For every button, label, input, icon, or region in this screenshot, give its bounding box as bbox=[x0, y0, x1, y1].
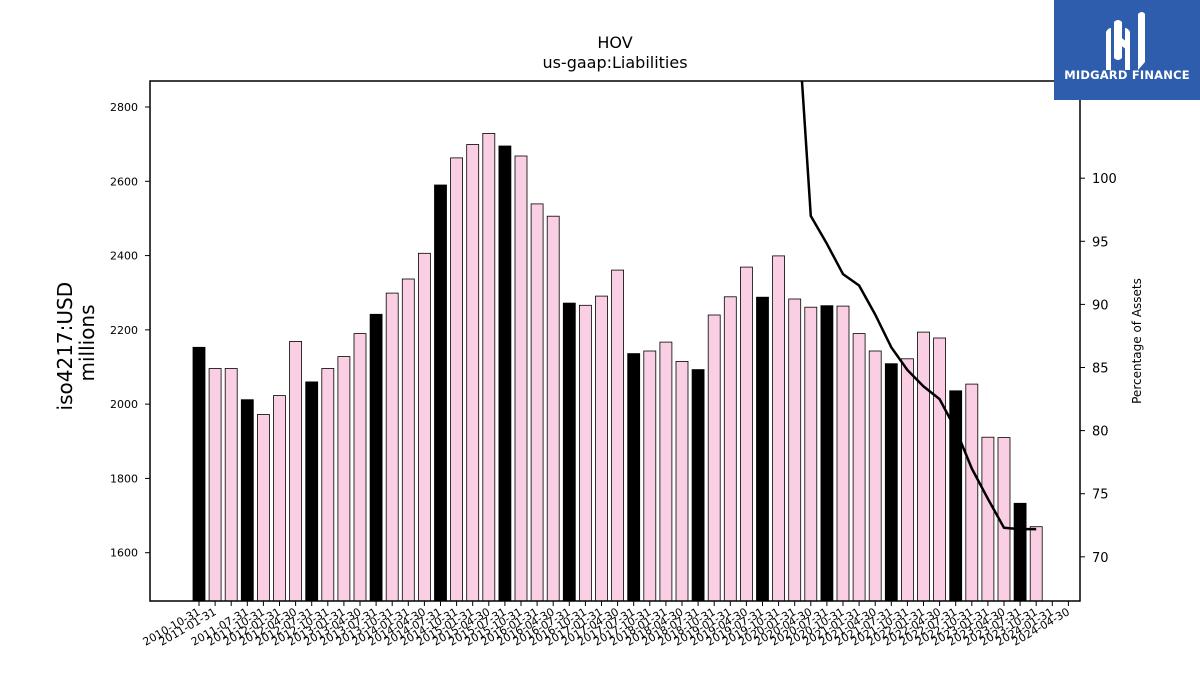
bar bbox=[498, 145, 512, 602]
bar bbox=[627, 353, 641, 602]
y-right-tick-label: 75 bbox=[1092, 488, 1109, 503]
bar bbox=[756, 296, 769, 602]
x-axis: 2010-10-312011-01-312011-07-312011-10-31… bbox=[141, 601, 1072, 649]
y-axis-left: 1600 1800 2000 2200 2400 2600 2800 bbox=[110, 101, 150, 560]
bar bbox=[192, 346, 206, 602]
y-right-tick-label: 90 bbox=[1092, 298, 1109, 313]
y-right-tick-label: 95 bbox=[1092, 235, 1109, 250]
y-axis-right-label: Percentage of Assets bbox=[1130, 278, 1144, 404]
bar bbox=[707, 314, 721, 602]
bar bbox=[965, 383, 979, 602]
chart-subtitle: us-gaap:Liabilities bbox=[542, 53, 687, 72]
bar bbox=[417, 252, 431, 602]
bar bbox=[901, 358, 914, 602]
bar bbox=[723, 296, 737, 602]
bar bbox=[434, 184, 447, 602]
y-left-tick-label: 1600 bbox=[110, 547, 138, 560]
bar bbox=[208, 368, 222, 602]
bar bbox=[868, 350, 882, 602]
logo-text: MIDGARD FINANCE bbox=[1064, 68, 1190, 82]
bar bbox=[289, 340, 303, 602]
bar bbox=[675, 360, 689, 602]
bar bbox=[562, 302, 576, 602]
bar bbox=[933, 337, 946, 602]
y-left-tick-label: 2800 bbox=[110, 101, 138, 114]
bar bbox=[450, 157, 464, 602]
y-left-tick-label: 2400 bbox=[110, 250, 138, 263]
y-left-tick-label: 2600 bbox=[110, 175, 138, 188]
y-left-tick-label: 2000 bbox=[110, 398, 138, 411]
y-right-tick-label: 85 bbox=[1092, 362, 1109, 377]
bar bbox=[514, 155, 528, 602]
bar bbox=[772, 255, 785, 602]
plot-area bbox=[149, 80, 1081, 602]
bar bbox=[917, 331, 930, 602]
bar bbox=[482, 132, 496, 602]
bar bbox=[530, 203, 544, 602]
bar bbox=[385, 292, 399, 602]
bar bbox=[579, 304, 592, 602]
chart-title: HOV bbox=[597, 33, 632, 52]
y-left-tick-label: 2200 bbox=[110, 324, 138, 337]
logo-mark bbox=[1054, 0, 1200, 100]
bar bbox=[852, 333, 866, 602]
line-series-percentage bbox=[800, 81, 1037, 531]
bar bbox=[820, 305, 834, 602]
bar bbox=[353, 333, 367, 602]
line-group bbox=[800, 81, 1037, 531]
bar bbox=[466, 144, 480, 602]
bar bbox=[305, 381, 319, 602]
bar bbox=[1013, 502, 1027, 602]
brand-logo: MIDGARD FINANCE bbox=[1054, 0, 1200, 100]
y-right-tick-label: 80 bbox=[1092, 425, 1109, 440]
bar bbox=[1029, 526, 1043, 602]
bar bbox=[401, 278, 415, 602]
bar bbox=[788, 298, 802, 602]
y-left-tick-label: 1800 bbox=[110, 472, 138, 485]
bar bbox=[836, 305, 850, 602]
bar bbox=[546, 215, 560, 602]
bar bbox=[981, 436, 995, 602]
bar bbox=[224, 368, 238, 602]
y-right-tick-label: 70 bbox=[1092, 551, 1109, 566]
plot-frame bbox=[149, 80, 1081, 602]
bar bbox=[321, 368, 335, 602]
y-axis-right: 70 75 80 85 90 95 100 bbox=[1080, 172, 1117, 566]
bar bbox=[256, 414, 270, 602]
bar bbox=[740, 266, 753, 602]
bar bbox=[595, 295, 608, 602]
bar bbox=[691, 369, 705, 602]
bar bbox=[643, 350, 657, 602]
bar bbox=[659, 341, 673, 602]
bar bbox=[804, 306, 818, 602]
bar bbox=[273, 395, 286, 602]
bar bbox=[884, 363, 898, 602]
bar bbox=[337, 356, 351, 602]
y-axis-left-label: iso4217:USD millions bbox=[53, 276, 99, 411]
bar bbox=[611, 269, 624, 602]
bar bbox=[369, 313, 383, 602]
bar bbox=[240, 399, 254, 602]
y-right-tick-label: 100 bbox=[1092, 172, 1117, 187]
bar-group bbox=[192, 132, 1043, 602]
